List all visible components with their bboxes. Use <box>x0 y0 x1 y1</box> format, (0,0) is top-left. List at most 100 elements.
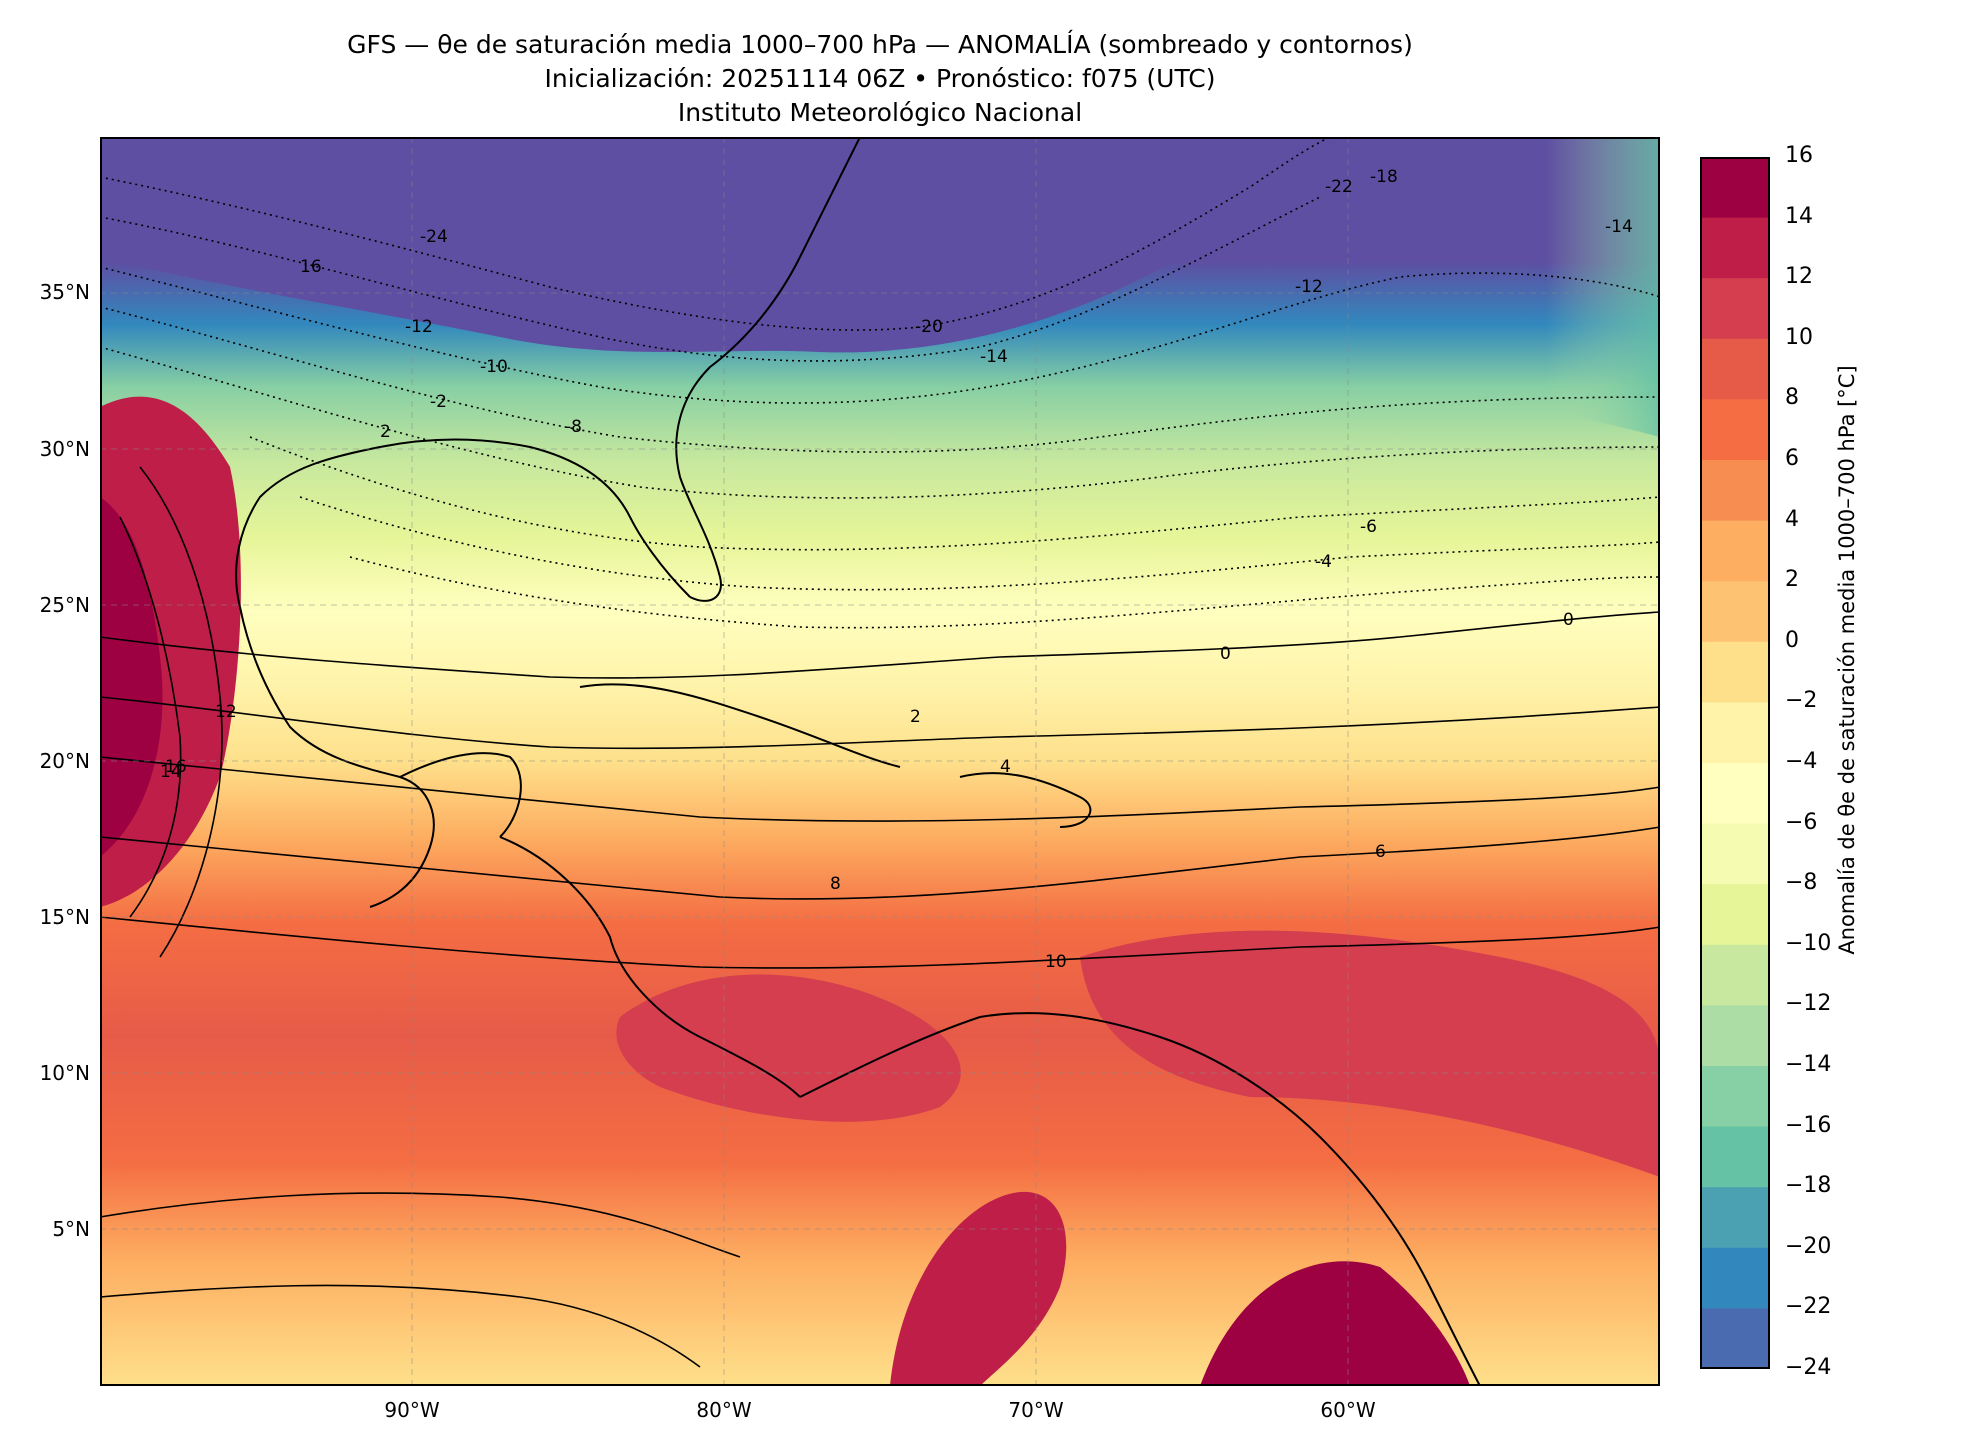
colorbar-border <box>1700 157 1770 1369</box>
colorbar-band <box>1700 581 1770 643</box>
contour-neg-24 <box>100 137 1331 331</box>
contour-label: -18 <box>1370 167 1398 187</box>
colorbar-band <box>1700 1247 1770 1309</box>
lon-tick: 80°W <box>696 1398 752 1422</box>
colorbar-band <box>1700 399 1770 461</box>
warm-anomaly-caribbean-west <box>616 974 961 1122</box>
contour-6-south <box>100 1192 741 1258</box>
lat-tick: 15°N <box>39 905 90 929</box>
contour-6 <box>100 826 1660 900</box>
gridlines <box>100 137 1660 1386</box>
contour-label: 14 <box>160 762 182 782</box>
colorbar-band <box>1700 460 1770 522</box>
colorbar-tick-label: −10 <box>1785 930 1832 956</box>
colorbar-tick-label: −4 <box>1785 749 1818 774</box>
colorbar-band <box>1700 278 1770 340</box>
coastline-south-america <box>799 1012 1481 1386</box>
map-panel: -24 16 -12 -10 -8 2 -20 -14 -12 -22 -18 … <box>100 137 1660 1386</box>
lat-tick: 30°N <box>39 437 90 461</box>
colorbar-tick-label: 12 <box>1785 264 1813 290</box>
colorbar-tick-label: −14 <box>1785 1052 1832 1077</box>
colorbar-tick-label: −22 <box>1785 1294 1832 1320</box>
lat-tick: 35°N <box>39 280 90 304</box>
contour-neg-20 <box>100 196 1321 362</box>
contour-label: -6 <box>1360 517 1377 537</box>
colorbar-band <box>1700 1126 1770 1188</box>
coastline-mexico <box>239 606 435 908</box>
cold-anomaly-east <box>1280 137 1660 437</box>
title-line-2: Inicialización: 20251114 06Z • Pronóstic… <box>544 64 1216 93</box>
colorbar <box>1700 157 1770 1369</box>
contour-label: -12 <box>405 317 433 337</box>
colorbar-band <box>1700 884 1770 946</box>
coastline-gulf <box>235 438 691 608</box>
contour-label: -14 <box>980 347 1008 367</box>
colorbar-band <box>1700 520 1770 582</box>
contour-label: 16 <box>300 257 322 277</box>
colorbar-tick-label: 10 <box>1785 324 1813 350</box>
contour-label: -12 <box>1295 277 1323 297</box>
warm-anomaly-mexico-core <box>100 497 163 857</box>
contour-label: 12 <box>215 702 237 722</box>
colorbar-tick-label: −16 <box>1785 1112 1832 1138</box>
lon-tick: 90°W <box>384 1398 440 1422</box>
colorbar-band <box>1700 702 1770 764</box>
contour-label: 4 <box>1000 757 1011 777</box>
colorbar-band <box>1700 157 1770 219</box>
colorbar-band <box>1700 823 1770 885</box>
dotted-contours <box>100 137 1660 629</box>
contour-label: -4 <box>1315 552 1332 572</box>
colorbar-band <box>1700 641 1770 703</box>
colorbar-band <box>1700 763 1770 825</box>
contour-label: -2 <box>430 392 447 412</box>
colorbar-tick-label: −8 <box>1785 870 1818 896</box>
colorbar-tick-label: 2 <box>1785 567 1799 593</box>
lon-tick: 70°W <box>1008 1398 1064 1422</box>
coastline-cuba <box>579 683 901 768</box>
contour-2 <box>100 696 1660 750</box>
coastlines <box>235 137 1481 1386</box>
coastline-yucatan <box>399 752 522 838</box>
colorbar-label: Anomalía de θe de saturación media 1000–… <box>1835 365 1859 955</box>
contour-label: -8 <box>565 417 582 437</box>
colorbar-tick-label: −20 <box>1785 1233 1832 1259</box>
warm-anomaly-south-america <box>1200 1261 1470 1386</box>
colorbar-band <box>1700 1005 1770 1067</box>
contour-label: 2 <box>910 707 921 727</box>
lat-tick: 10°N <box>39 1061 90 1085</box>
contour-label: -10 <box>480 357 508 377</box>
contour-neg-8 <box>100 346 1660 499</box>
colorbar-tick-label: 0 <box>1785 627 1799 653</box>
contour-label: -22 <box>1325 177 1353 197</box>
contour-label: -24 <box>420 227 448 247</box>
colorbar-band <box>1700 1187 1770 1249</box>
contour-4 <box>100 756 1660 822</box>
colorbar-tick-label: 4 <box>1785 506 1799 532</box>
colorbar-tick-label: −24 <box>1785 1355 1832 1380</box>
colorbar-band <box>1700 1308 1770 1369</box>
contour-label: 2 <box>380 422 391 442</box>
contour-label: -14 <box>1605 217 1633 237</box>
lat-tick: 20°N <box>39 749 90 773</box>
coastline-hispaniola <box>959 772 1092 828</box>
colorbar-band <box>1700 944 1770 1006</box>
contour-lines <box>100 466 1660 1368</box>
contour-neg-2 <box>349 556 1660 629</box>
contour-labels: -24 16 -12 -10 -8 2 -20 -14 -12 -22 -18 … <box>160 167 1633 972</box>
contour-neg-4 <box>299 496 1660 591</box>
map-border <box>100 137 1660 1386</box>
contour-0 <box>100 611 1660 679</box>
colorbar-tick-label: 6 <box>1785 446 1799 471</box>
contour-8 <box>100 916 1660 969</box>
title-line-1: GFS — θe de saturación media 1000–700 hP… <box>347 30 1413 59</box>
coastline-us-east <box>675 137 861 602</box>
contour-4-south <box>100 1284 701 1368</box>
contour-label: 10 <box>1045 952 1067 972</box>
lat-tick: 25°N <box>39 593 90 617</box>
contour-label: 8 <box>830 874 841 894</box>
contour-10-west <box>139 466 223 958</box>
lon-tick: 60°W <box>1320 1398 1376 1422</box>
contour-label: 16 <box>165 757 187 777</box>
colorbar-band <box>1700 1066 1770 1128</box>
colorbar-tick-label: −12 <box>1785 991 1832 1017</box>
